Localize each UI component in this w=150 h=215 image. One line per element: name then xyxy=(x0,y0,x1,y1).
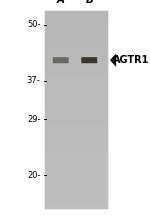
Text: B: B xyxy=(85,0,93,5)
FancyBboxPatch shape xyxy=(53,57,69,63)
Text: A: A xyxy=(57,0,65,5)
Text: 20-: 20- xyxy=(27,171,40,180)
Text: 50-: 50- xyxy=(27,20,40,29)
Bar xyxy=(45,11,108,209)
Text: 37-: 37- xyxy=(27,76,40,85)
Text: 29-: 29- xyxy=(27,115,40,124)
FancyBboxPatch shape xyxy=(81,57,97,63)
Text: AGTR1: AGTR1 xyxy=(113,55,150,65)
Polygon shape xyxy=(110,54,116,66)
